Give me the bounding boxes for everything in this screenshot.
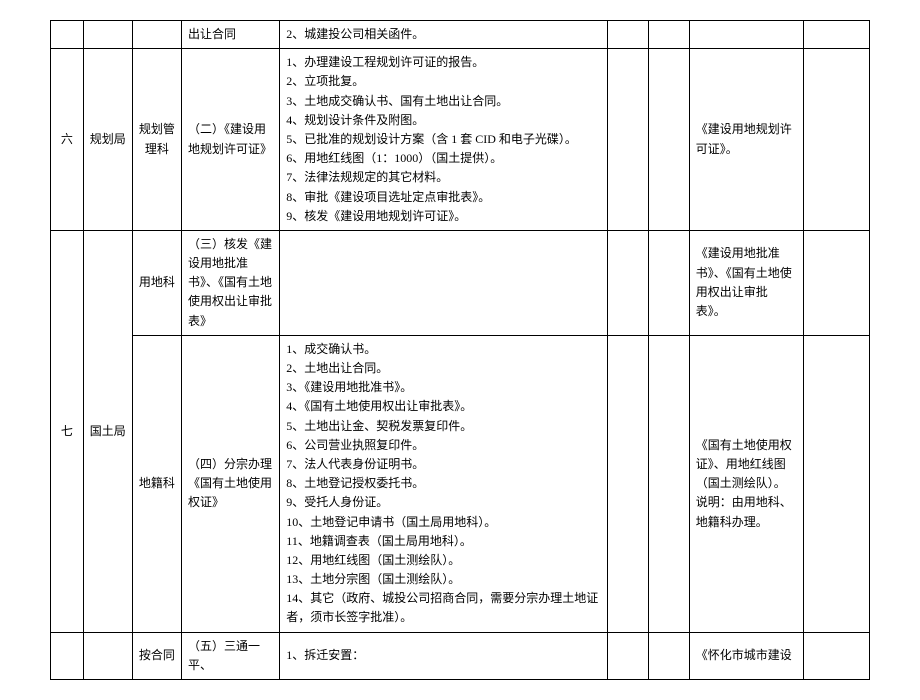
cell-c1: 国土局 — [83, 230, 132, 632]
table-row: 出让合同 2、城建投公司相关函件。 — [51, 21, 870, 49]
list-line: 1、拆迁安置： — [286, 646, 601, 665]
cell-c2: 用地科 — [132, 230, 181, 335]
cell-c8 — [804, 230, 870, 335]
list-line: 12、用地红线图（国土测绘队）。 — [286, 551, 601, 570]
cell-c8 — [804, 335, 870, 632]
cell-c0: 七 — [51, 230, 84, 632]
list-line: 5、土地出让金、契税发票复印件。 — [286, 417, 601, 436]
list-line: 6、用地红线图（1：1000）（国土提供）。 — [286, 149, 601, 168]
list-line: 4、《国有土地使用权出让审批表》。 — [286, 397, 601, 416]
cell-c3: （二）《建设用地规划许可证》 — [182, 49, 280, 231]
list-line: 8、土地登记授权委托书。 — [286, 474, 601, 493]
cell-c6 — [648, 21, 689, 49]
list-line: 11、地籍调查表（国土局用地科）。 — [286, 532, 601, 551]
cell-c2: 规划管理科 — [132, 49, 181, 231]
cell-c0 — [51, 21, 84, 49]
list-line: 7、法律法规规定的其它材料。 — [286, 168, 601, 187]
list-line: 6、公司营业执照复印件。 — [286, 436, 601, 455]
cell-c2: 按合同 — [132, 632, 181, 679]
cell-c4 — [280, 230, 608, 335]
cell-c1 — [83, 632, 132, 679]
cell-c4: 1、办理建设工程规划许可证的报告。2、立项批复。3、土地成交确认书、国有土地出让… — [280, 49, 608, 231]
list-line: 3、土地成交确认书、国有土地出让合同。 — [286, 92, 601, 111]
list-line: 1、办理建设工程规划许可证的报告。 — [286, 53, 601, 72]
text-line: 说明：由用地科、地籍科办理。 — [696, 493, 798, 531]
table-row: 六规划局规划管理科（二）《建设用地规划许可证》1、办理建设工程规划许可证的报告。… — [51, 49, 870, 231]
cell-c5 — [607, 21, 648, 49]
cell-c6 — [648, 49, 689, 231]
cell-c6 — [648, 335, 689, 632]
table-row: 七国土局用地科（三）核发《建设用地批准书》、《国有土地使用权出让审批表》《建设用… — [51, 230, 870, 335]
cell-c7: 《建设用地规划许可证》。 — [689, 49, 804, 231]
cell-c7: 《建设用地批准书》、《国有土地使用权出让审批表》。 — [689, 230, 804, 335]
cell-c6 — [648, 230, 689, 335]
cell-c5 — [607, 632, 648, 679]
cell-c2 — [132, 21, 181, 49]
cell-c4: 2、城建投公司相关函件。 — [280, 21, 608, 49]
cell-c5 — [607, 335, 648, 632]
cell-c2: 地籍科 — [132, 335, 181, 632]
cell-c0: 六 — [51, 49, 84, 231]
table-row: 地籍科（四）分宗办理《国有土地使用权证》1、成交确认书。2、土地出让合同。3、《… — [51, 335, 870, 632]
list-line: 13、土地分宗图（国土测绘队）。 — [286, 570, 601, 589]
cell-c8 — [804, 21, 870, 49]
cell-c8 — [804, 632, 870, 679]
list-line: 2、城建投公司相关函件。 — [286, 25, 601, 44]
list-line: 9、核发《建设用地规划许可证》。 — [286, 207, 601, 226]
table-row: 按合同（五）三通一平、 1、拆迁安置： 《怀化市城市建设 — [51, 632, 870, 679]
cell-c7: 《怀化市城市建设 — [689, 632, 804, 679]
cell-c3: 出让合同 — [182, 21, 280, 49]
cell-c4: 1、拆迁安置： — [280, 632, 608, 679]
cell-c4: 1、成交确认书。2、土地出让合同。3、《建设用地批准书》。4、《国有土地使用权出… — [280, 335, 608, 632]
list-line: 4、规划设计条件及附图。 — [286, 111, 601, 130]
cell-c3: （四）分宗办理《国有土地使用权证》 — [182, 335, 280, 632]
procedure-table: 出让合同2、城建投公司相关函件。六规划局规划管理科（二）《建设用地规划许可证》1… — [50, 20, 870, 680]
list-line: 9、受托人身份证。 — [286, 493, 601, 512]
text-line: 《国有土地使用权证》、用地红线图（国土测绘队）。 — [696, 436, 798, 494]
list-line: 8、审批《建设项目选址定点审批表》。 — [286, 188, 601, 207]
cell-c6 — [648, 632, 689, 679]
cell-c5 — [607, 230, 648, 335]
cell-c3: （五）三通一平、 — [182, 632, 280, 679]
list-line: 2、立项批复。 — [286, 72, 601, 91]
list-line: 3、《建设用地批准书》。 — [286, 378, 601, 397]
cell-c1 — [83, 21, 132, 49]
cell-c7: 《国有土地使用权证》、用地红线图（国土测绘队）。说明：由用地科、地籍科办理。 — [689, 335, 804, 632]
list-line: 7、法人代表身份证明书。 — [286, 455, 601, 474]
list-line: 5、已批准的规划设计方案（含 1 套 CID 和电子光碟）。 — [286, 130, 601, 149]
cell-c1: 规划局 — [83, 49, 132, 231]
list-line: 2、土地出让合同。 — [286, 359, 601, 378]
cell-c0 — [51, 632, 84, 679]
cell-c7 — [689, 21, 804, 49]
cell-c3: （三）核发《建设用地批准书》、《国有土地使用权出让审批表》 — [182, 230, 280, 335]
list-line: 14、其它（政府、城投公司招商合同，需要分宗办理土地证者，须市长签字批准）。 — [286, 589, 601, 627]
cell-c5 — [607, 49, 648, 231]
cell-c8 — [804, 49, 870, 231]
list-line: 10、土地登记申请书（国土局用地科）。 — [286, 513, 601, 532]
list-line: 1、成交确认书。 — [286, 340, 601, 359]
